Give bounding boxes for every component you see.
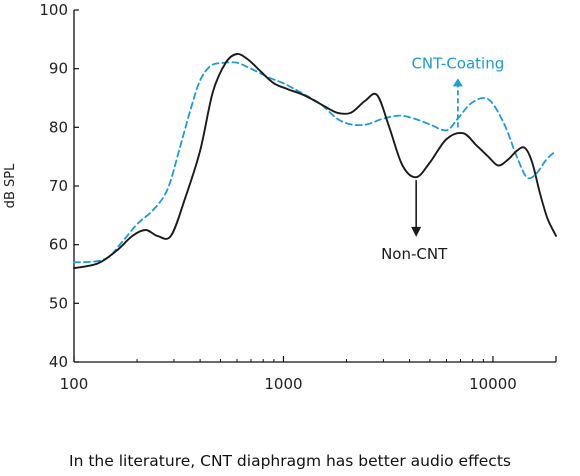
series-line-cnt-coating	[73, 61, 557, 264]
chart-caption: In the literature, CNT diaphragm has bet…	[69, 452, 511, 470]
annotations: CNT-Coating Non-CNT	[381, 54, 504, 262]
y-tick-label: 90	[49, 60, 68, 78]
annotation-label-cnt-coating: CNT-Coating	[411, 54, 504, 72]
series-line-non-cnt	[73, 53, 557, 270]
y-tick-label: 70	[49, 177, 68, 195]
axis-ticks: 40 50 60 70 80 90 100 100 1000 10000	[39, 1, 557, 393]
y-tick-label: 50	[49, 294, 68, 312]
x-tick-label: 1000	[264, 375, 302, 393]
y-axis-label: dB SPL	[3, 163, 18, 208]
annotation-arrowhead-cnt-coating	[452, 78, 463, 87]
annotation-label-non-cnt: Non-CNT	[381, 245, 448, 263]
x-tick-label: 100	[60, 375, 89, 393]
y-tick-label: 80	[49, 118, 68, 136]
y-tick-label: 100	[39, 1, 68, 19]
frequency-response-chart: 40 50 60 70 80 90 100 100 1000 10000 CNT-Coating N…	[3, 1, 557, 393]
annotation-arrowhead-non-cnt	[411, 226, 422, 237]
y-tick-label: 60	[49, 236, 68, 254]
y-tick-label: 40	[49, 353, 68, 371]
x-tick-label: 10000	[469, 375, 517, 393]
data-series	[73, 53, 557, 270]
